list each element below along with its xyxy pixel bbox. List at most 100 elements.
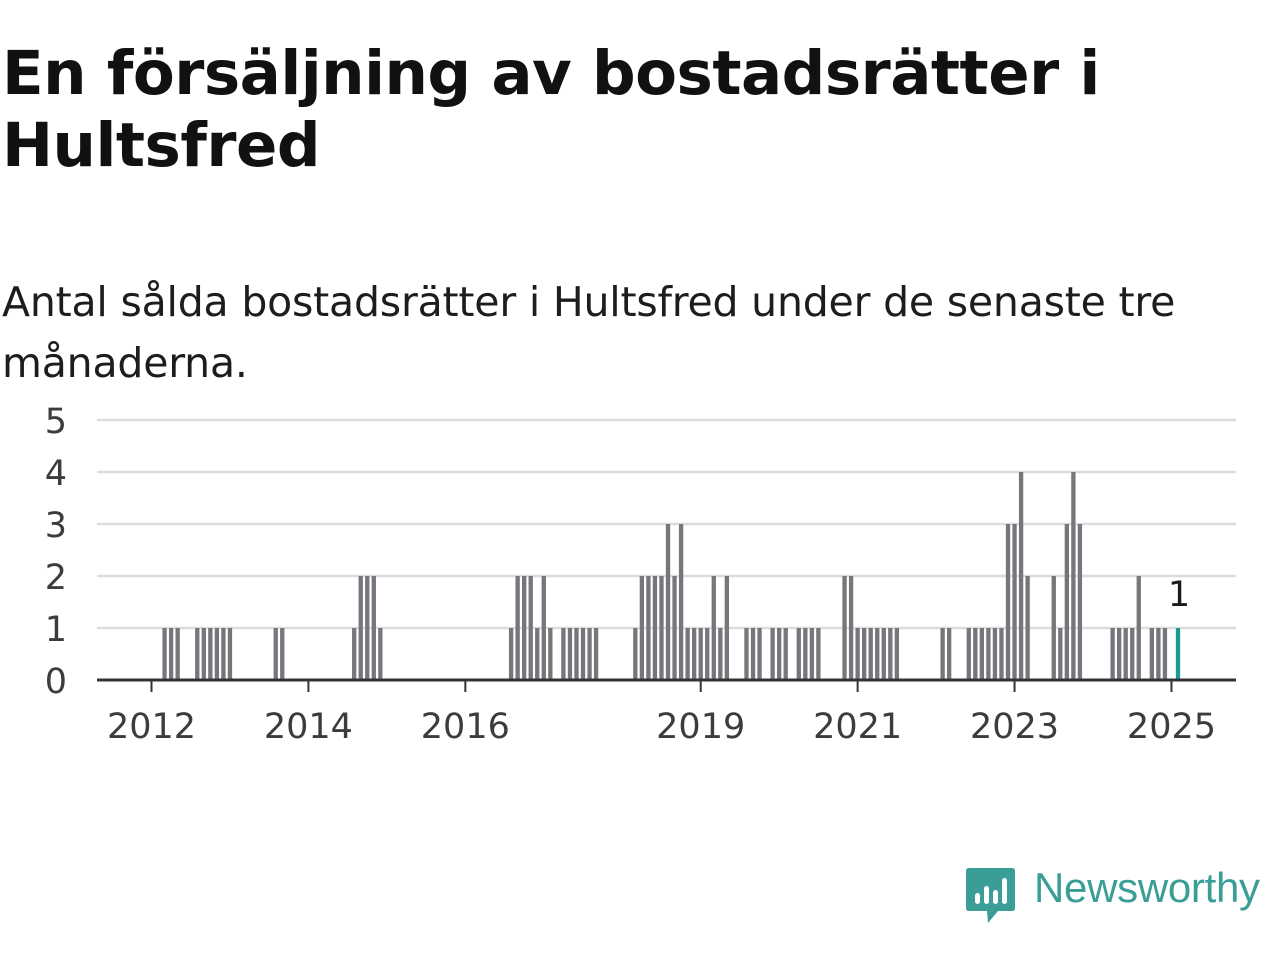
bar — [371, 576, 376, 680]
bar — [1130, 628, 1135, 680]
bar — [214, 628, 220, 680]
bar — [1156, 628, 1161, 680]
bar — [1116, 628, 1122, 680]
y-tick-label: 3 — [45, 506, 67, 546]
bar — [881, 628, 886, 680]
y-tick-label: 1 — [45, 610, 67, 650]
highlight-bar — [1175, 628, 1181, 680]
bar — [986, 628, 991, 680]
bar — [888, 628, 893, 680]
bar — [227, 628, 233, 680]
bar — [1110, 628, 1115, 680]
bar — [692, 628, 697, 680]
bar — [1149, 628, 1155, 680]
bar — [862, 628, 867, 680]
bar — [1018, 472, 1024, 680]
bar — [195, 628, 200, 680]
bar — [724, 576, 730, 680]
bar — [940, 628, 945, 680]
x-tick-label: 2012 — [107, 707, 196, 747]
bar — [633, 628, 638, 680]
bar — [1123, 628, 1128, 680]
y-axis-labels: 0 1 2 3 4 5 — [45, 402, 67, 702]
bar — [665, 524, 671, 680]
bar — [1025, 576, 1030, 680]
bar — [365, 576, 370, 680]
bar — [855, 628, 860, 680]
chart-subtitle: Antal sålda bostadsrätter i Hultsfred un… — [2, 278, 1176, 387]
bar — [1005, 524, 1011, 680]
bar — [175, 628, 180, 680]
bar — [1071, 472, 1076, 680]
bar — [378, 628, 383, 680]
bar — [678, 524, 684, 680]
x-tick-label: 2016 — [421, 707, 510, 747]
y-tick-label: 4 — [45, 454, 67, 494]
bar — [352, 628, 357, 680]
bar — [672, 576, 677, 680]
bar — [705, 628, 710, 680]
bars — [162, 472, 1181, 680]
bar — [1077, 524, 1083, 680]
bar — [528, 576, 533, 680]
bar — [1058, 628, 1063, 680]
bar — [280, 628, 285, 680]
bar — [208, 628, 213, 680]
bar — [711, 576, 716, 680]
bar — [1064, 524, 1070, 680]
bar — [646, 576, 651, 680]
brand-name: Newsworthy — [1034, 864, 1260, 911]
bar — [515, 576, 520, 680]
bar — [777, 628, 782, 680]
bar — [1162, 628, 1168, 680]
bar — [522, 576, 527, 680]
chart-title: En försäljning av bostadsrätter i Hultsf… — [2, 38, 1100, 181]
bar — [168, 628, 174, 680]
bar — [567, 628, 573, 680]
bar — [973, 628, 978, 680]
bar — [803, 628, 808, 680]
bar — [947, 628, 952, 680]
bar — [685, 628, 690, 680]
bar — [1136, 576, 1141, 680]
x-tick-label: 2019 — [656, 707, 745, 747]
bar — [561, 628, 566, 680]
bar — [848, 576, 854, 680]
bar — [659, 576, 664, 680]
x-tick-label: 2025 — [1127, 707, 1216, 747]
bar — [201, 628, 206, 680]
bar — [718, 628, 723, 680]
bar — [744, 628, 749, 680]
bar — [639, 576, 645, 680]
annotations: 1 — [1168, 575, 1190, 615]
bar — [574, 628, 579, 680]
bar — [750, 628, 756, 680]
x-tick-label: 2023 — [970, 707, 1059, 747]
bar — [796, 628, 801, 680]
y-tick-label: 5 — [45, 402, 67, 442]
bar — [1051, 576, 1056, 680]
bar — [541, 576, 546, 680]
bar — [162, 628, 167, 680]
y-tick-label: 0 — [45, 662, 67, 702]
bar — [652, 576, 658, 680]
bar — [1012, 524, 1017, 680]
bar — [593, 628, 599, 680]
bar — [966, 628, 971, 680]
bar — [757, 628, 762, 680]
x-tick-label: 2014 — [264, 707, 353, 747]
bar — [698, 628, 703, 680]
bar — [809, 628, 815, 680]
bar — [535, 628, 540, 680]
bar — [999, 628, 1004, 680]
x-tick-label: 2021 — [813, 707, 902, 747]
bar — [358, 576, 363, 680]
data-label: 1 — [1168, 575, 1190, 615]
y-tick-label: 2 — [45, 558, 67, 598]
bar — [221, 628, 226, 680]
bar — [587, 628, 592, 680]
bar — [992, 628, 998, 680]
bar — [548, 628, 553, 680]
bar-chart: 0 1 2 3 4 5 2012 2014 2016 2019 2021 2023 2025 1 — [45, 402, 1236, 747]
bar — [894, 628, 900, 680]
